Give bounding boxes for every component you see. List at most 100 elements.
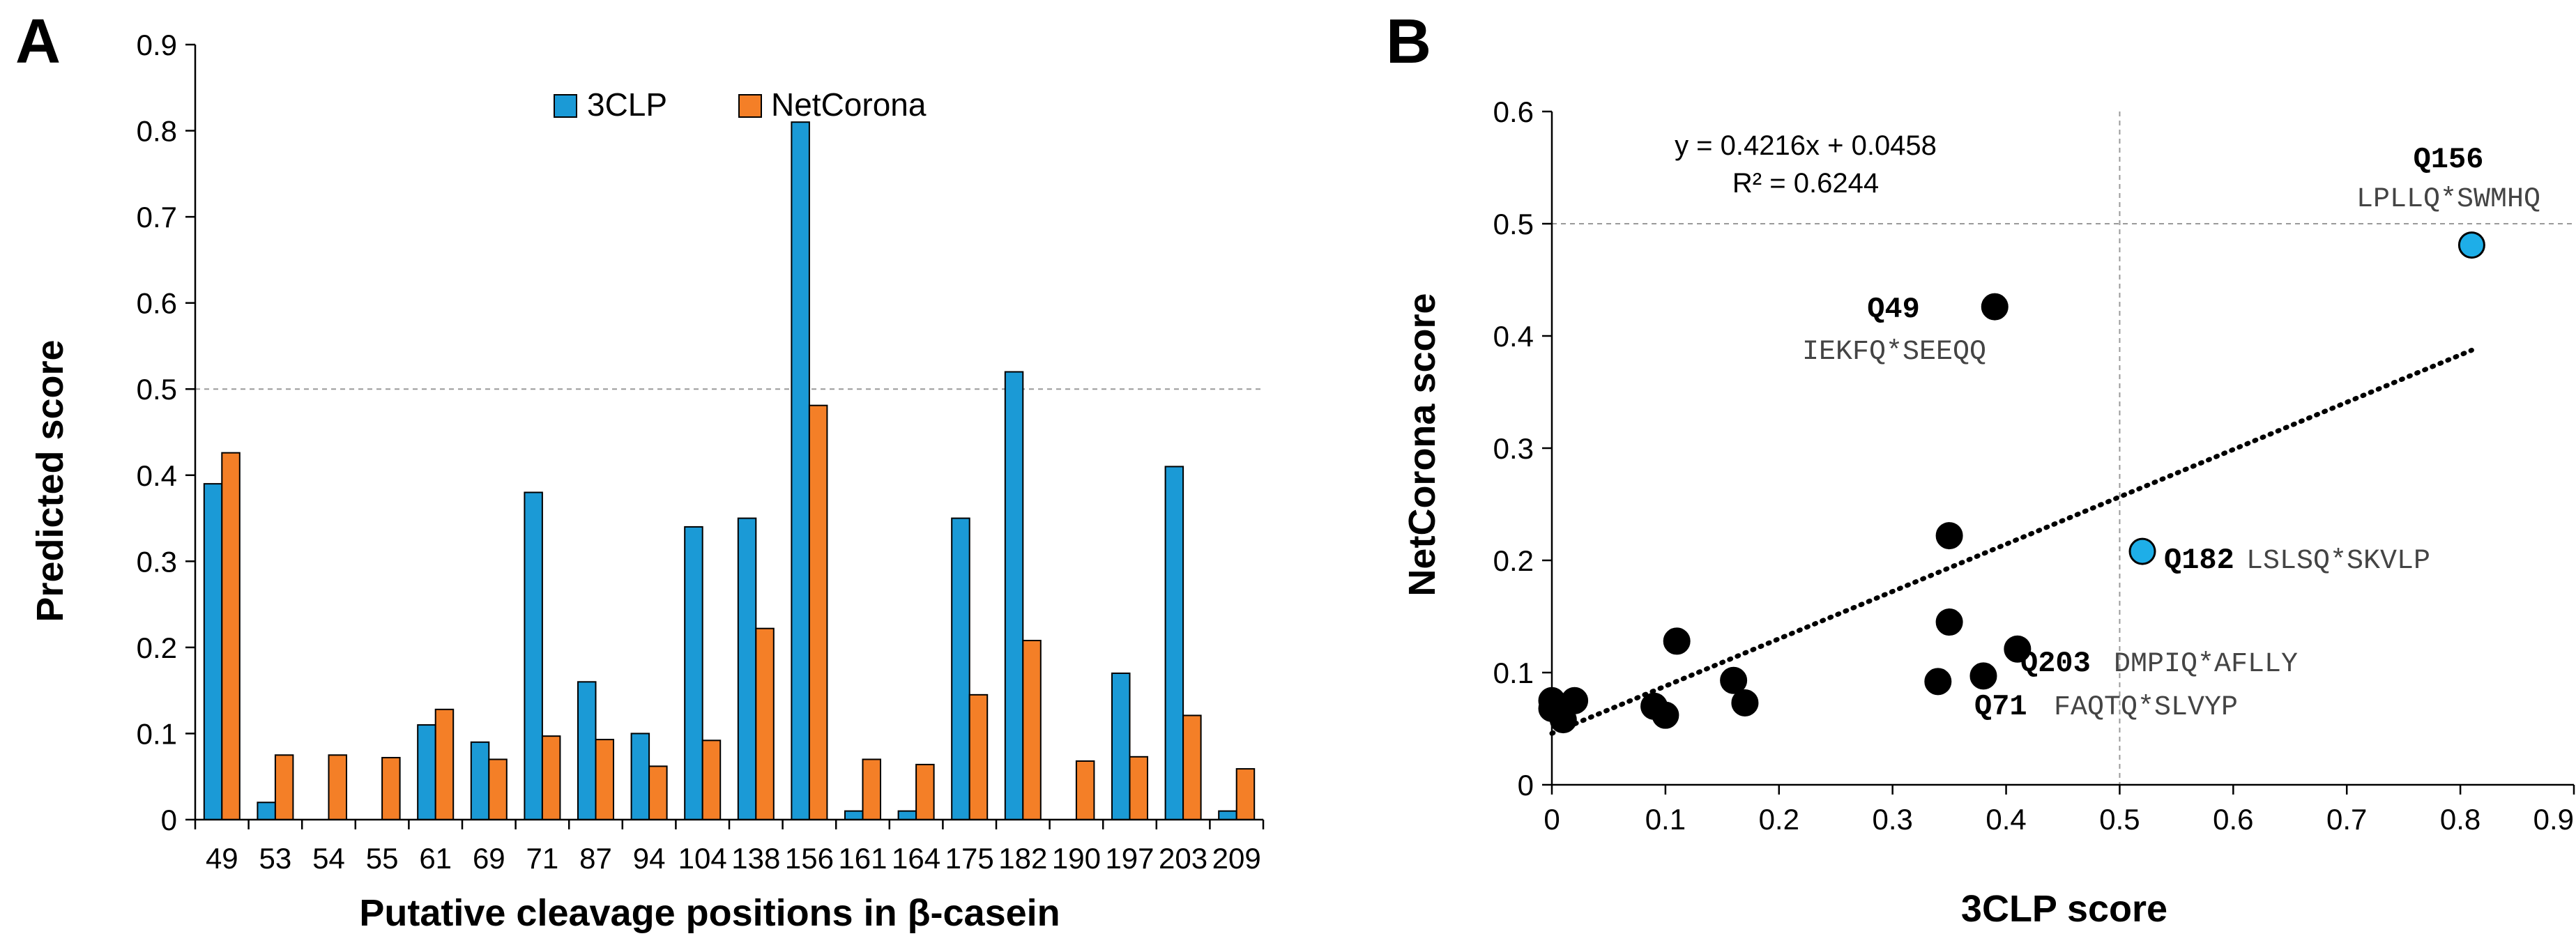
scatter-point [2128,537,2156,565]
bar-series [203,121,1256,821]
scatter-point [1935,522,1963,550]
bar-3clp-94 [630,733,650,821]
annotation-q71-seq: FAQTQ*SLVYP [2054,692,2238,723]
y-tick-label-b: 0.5 [1493,208,1534,240]
bar-netcorona-54 [328,754,348,821]
y-tick-label-b: 0.1 [1493,657,1534,689]
panel-label-b: B [1386,7,1431,77]
bar-3clp-209 [1218,810,1237,820]
y-tick-label-a: 0.7 [137,201,177,233]
trendline [1549,347,2474,736]
bar-3clp-71 [524,491,543,820]
bar-netcorona-175 [968,693,989,820]
x-tick-label-a: 197 [1105,842,1154,875]
scatter-point [1720,666,1748,694]
x-tick-label-b: 0.1 [1645,803,1686,836]
annotation-q182-label: Q182 [2164,544,2234,577]
bar-3clp-49 [203,483,223,821]
bar-3clp-156 [791,121,810,820]
bar-netcorona-69 [488,758,508,820]
y-tick-label-b: 0.6 [1493,95,1534,128]
x-tick-label-a: 156 [785,842,834,875]
y-tick-label-a: 0.6 [137,287,177,320]
y-tick-label-b: 0.4 [1493,320,1534,353]
y-tick-label-a: 0.3 [137,545,177,578]
x-tick-label-a: 190 [1052,842,1101,875]
bar-netcorona-71 [541,735,561,821]
y-tick-label-b: 0.3 [1493,432,1534,465]
panel-label-a: A [15,7,61,77]
y-tick-label-a: 0.8 [137,115,177,148]
bar-3clp-53 [257,802,276,821]
scatter-point [1561,687,1589,714]
x-tick-label-a: 182 [998,842,1047,875]
bar-3clp-87 [577,681,597,820]
trendline-r2: R² = 0.6244 [1732,168,1879,199]
annotation-q203-label: Q203 [2020,647,2091,680]
y-tick-label-a: 0.1 [137,717,177,750]
x-tick-label-a: 53 [259,842,292,875]
scatter-point [1652,701,1679,729]
y-tick-label-a: 0.5 [137,373,177,406]
x-tick-label-a: 87 [579,842,612,875]
scatter-chart: 00.10.20.30.40.50.6 0 0.1 0.2 0.3 0.4 0.5 0.6 0… [1401,95,2575,930]
annotation-q182-seq: LSLSQ*SKVLP [2246,546,2430,577]
bar-netcorona-164 [915,763,935,820]
x-tick-labels-a: 49 53 54 55 61 69 71 87 94 104 138 156 161 164 175 182 1… [206,842,1261,875]
y-tick-label-a: 0.4 [137,459,177,492]
trendline-line [1549,347,2474,736]
legend-swatch-3clp [554,94,577,118]
bar-3clp-164 [897,810,917,820]
bar-3clp-104 [684,526,703,821]
annotation-q156-label: Q156 [2414,143,2484,176]
x-tick-label-a: 209 [1212,842,1261,875]
scatter-point [1981,293,2009,321]
x-tick-label-a: 61 [419,842,452,875]
threshold-lines-b [1552,112,2574,785]
x-tick-label-b: 0.6 [2213,803,2253,836]
bar-netcorona-61 [434,708,455,820]
bar-netcorona-209 [1235,768,1256,820]
x-tick-label-a: 54 [312,842,345,875]
bar-3clp-61 [417,724,436,820]
bar-netcorona-182 [1022,640,1042,820]
x-axis-title-a: Putative cleavage positions in β-casein [359,892,1060,934]
x-tick-label-a: 175 [945,842,994,875]
x-tick-label-a: 138 [731,842,780,875]
x-tick-label-a: 104 [678,842,727,875]
annotation-q156-seq: LPLLQ*SWMHQ [2356,184,2540,215]
y-tick-label-b: 0 [1518,769,1534,802]
scatter-point [2004,635,2032,663]
scatter-point [1924,668,1952,696]
x-tick-label-b: 0.5 [2099,803,2140,836]
annotation-q71-label: Q71 [1974,690,2027,723]
bar-3clp-197 [1111,672,1131,821]
x-tick-label-b: 0.4 [1986,803,2026,836]
scatter-point [1935,608,1963,636]
x-axis-title-b: 3CLP score [1961,888,2167,930]
scatter-point [1969,662,1997,690]
bar-3clp-69 [470,741,490,821]
bar-3clp-138 [737,517,757,820]
x-tick-label-a: 49 [206,842,238,875]
y-tick-labels-b: 0 0.1 0.2 0.3 0.4 0.5 0.6 [1493,95,1534,802]
bar-netcorona-190 [1075,760,1095,820]
bar-netcorona-138 [755,627,775,820]
bar-3clp-182 [1004,371,1024,820]
x-tick-label-a: 161 [838,842,887,875]
x-tick-label-b: 0.9 [2533,803,2574,836]
y-tick-label-a: 0.2 [137,631,177,664]
bar-3clp-203 [1164,466,1184,821]
y-tick-label-b: 0.2 [1493,544,1534,577]
x-tick-label-a: 164 [892,842,940,875]
axes-b [1542,110,2575,795]
x-tick-labels-b: 0 0.1 0.2 0.3 0.4 0.5 0.6 0.7 0.8 0.9 [1544,803,2574,836]
y-tick-label-a: 0 [161,804,177,836]
y-axis-title-b: NetCorona score [1401,293,1443,596]
bar-netcorona-203 [1182,714,1202,821]
legend-label-3clp: 3CLP [587,86,667,123]
y-tick-labels-a: 0 0.1 0.2 0.3 0.4 0.5 0.6 0.7 0.8 0.9 [137,29,177,836]
annotation-q203-seq: DMPIQ*AFLLY [2114,649,2298,680]
annotation-q49-label: Q49 [1867,293,1920,326]
